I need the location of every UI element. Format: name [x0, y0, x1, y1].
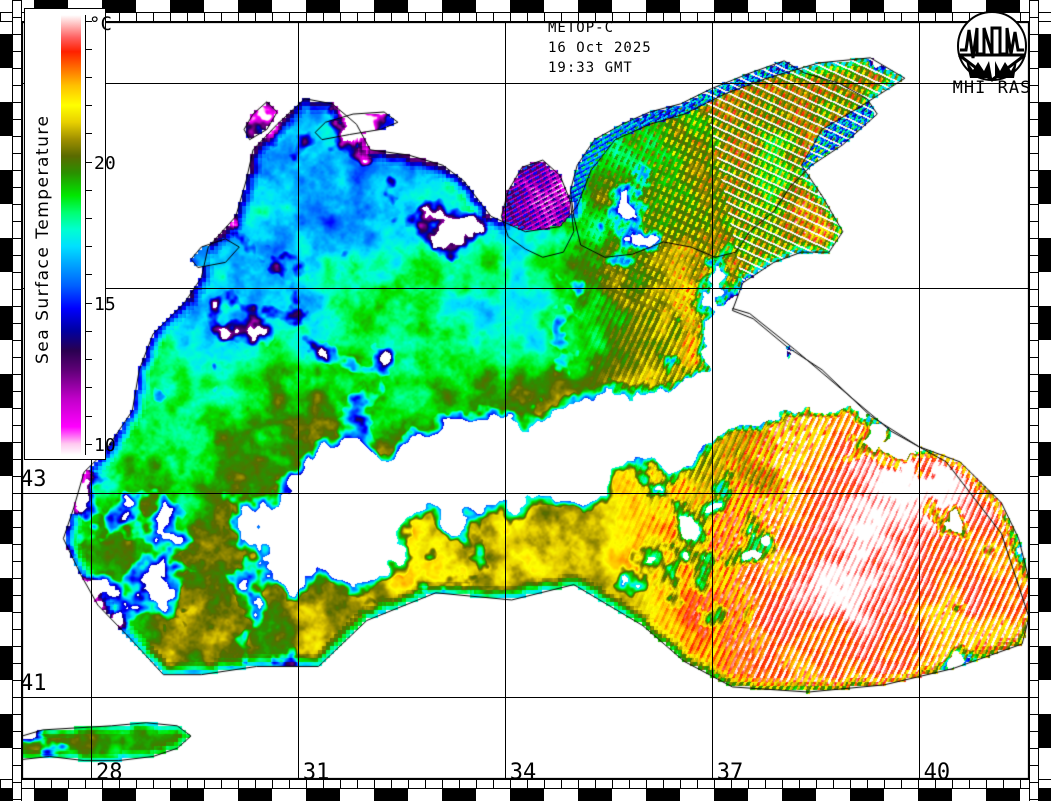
colorbar-tick — [86, 189, 92, 191]
longitude-label: 31 — [302, 760, 330, 785]
graticule-parallel — [22, 288, 1029, 289]
sst-map-plot-area — [22, 22, 1029, 779]
longitude-label: 34 — [509, 760, 537, 785]
colorbar-unit-label: °C — [89, 13, 112, 35]
colorbar-tick — [86, 48, 92, 50]
graticule-meridian — [919, 22, 920, 779]
colorbar-panel: Sea Surface Temperature 10 15 20 °C — [24, 8, 116, 460]
colorbar-tick — [86, 218, 92, 220]
frame-fine-right — [1029, 0, 1039, 801]
colorbar-tick — [86, 302, 92, 304]
latitude-label: 41 — [20, 671, 47, 697]
frame-fine-top — [0, 12, 1051, 22]
graticule-meridian — [298, 22, 299, 779]
colorbar-axis-line — [85, 15, 86, 455]
graticule-meridian — [712, 22, 713, 779]
colorbar-tick — [86, 330, 92, 332]
colorbar-tick — [86, 246, 92, 248]
mhi-ras-wave-logo-icon — [957, 11, 1027, 82]
colorbar-gradient — [61, 15, 81, 455]
sst-raster-field — [22, 22, 1029, 779]
frame-coarse-right — [1039, 0, 1051, 801]
frame-coarse-bottom — [0, 789, 1051, 801]
colorbar-tick — [86, 387, 92, 389]
colorbar-tick — [86, 443, 92, 445]
graticule-parallel — [22, 697, 1029, 698]
colorbar-tick — [86, 274, 92, 276]
frame-fine-bottom — [0, 779, 1051, 789]
colorbar-tick-label: 20 — [94, 152, 116, 174]
acquisition-info: METOP-C 16 Oct 2025 19:33 GMT — [548, 20, 652, 76]
graticule-parallel — [22, 83, 1029, 84]
colorbar-tick — [86, 77, 92, 79]
institution-label: MHI RAS — [952, 78, 1032, 98]
colorbar-tick — [86, 415, 92, 417]
frame-coarse-top — [0, 0, 1051, 12]
graticule-meridian — [505, 22, 506, 779]
colorbar-tick — [86, 133, 92, 135]
colorbar-title: Sea Surface Temperature — [33, 114, 53, 364]
frame-coarse-left — [0, 0, 12, 801]
frame-fine-left — [12, 0, 22, 801]
colorbar-tick — [86, 20, 92, 22]
colorbar-tick — [86, 105, 92, 107]
longitude-label: 40 — [923, 760, 951, 785]
graticule-parallel — [22, 493, 1029, 494]
latitude-label: 43 — [20, 466, 47, 492]
colorbar-tick-label: 10 — [94, 434, 116, 456]
colorbar-tick — [86, 161, 92, 163]
colorbar-tick-label: 15 — [94, 293, 116, 315]
longitude-label: 28 — [95, 760, 123, 785]
longitude-label: 37 — [716, 760, 744, 785]
colorbar-tick — [86, 359, 92, 361]
